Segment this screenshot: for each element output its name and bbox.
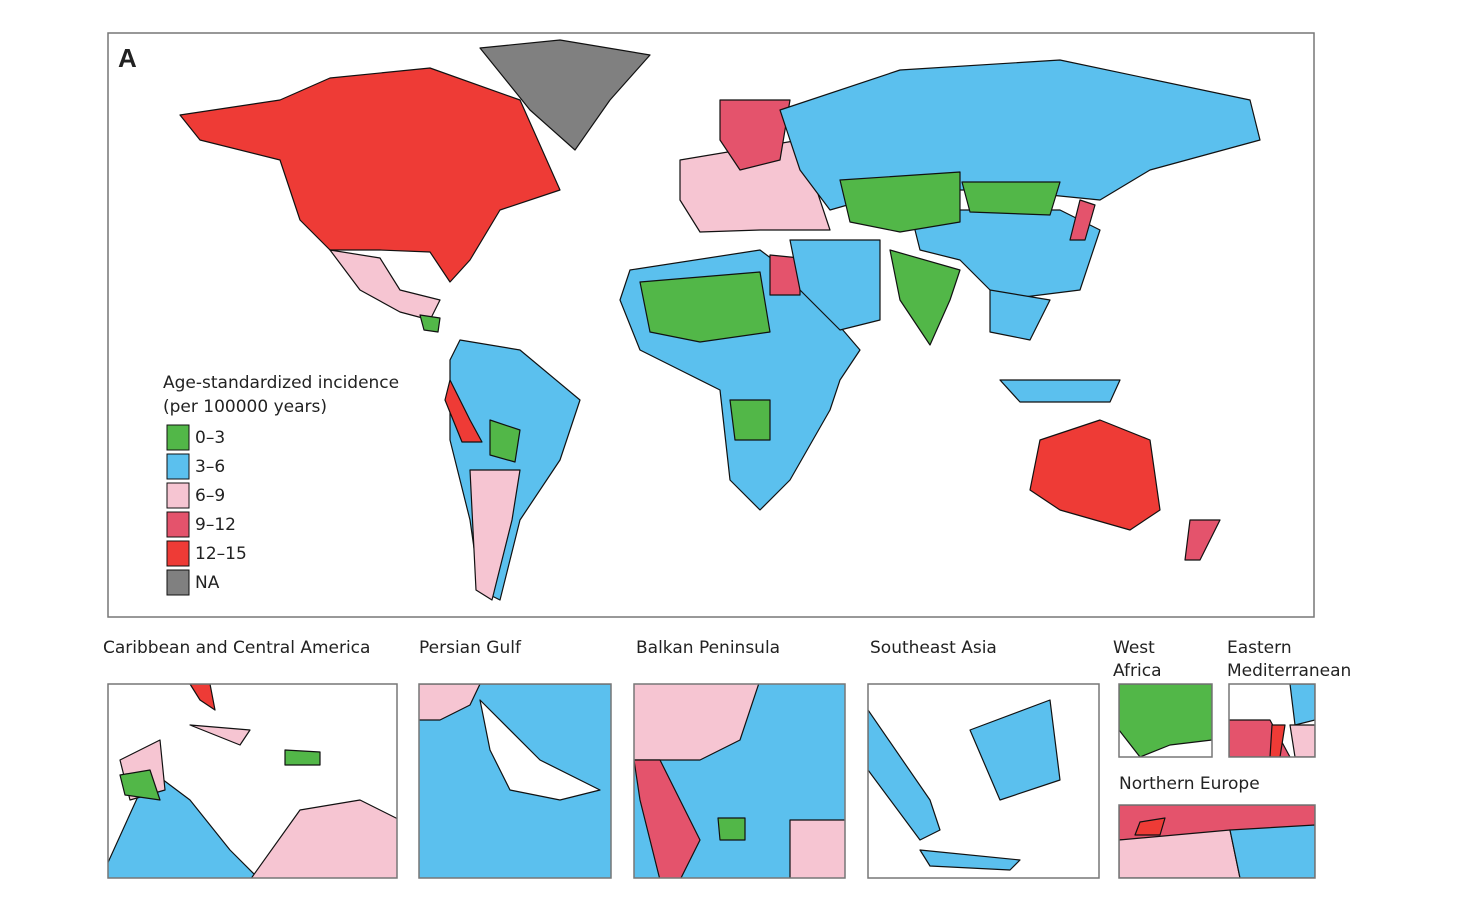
land — [1119, 829, 1241, 878]
peru — [444, 379, 483, 443]
land — [1289, 684, 1315, 726]
map-frame — [107, 32, 1315, 618]
scandinavia — [719, 99, 791, 171]
inset-title: West — [1113, 638, 1155, 658]
legend-label: 12–15 — [195, 544, 247, 564]
legend-title: (per 100000 years) — [163, 397, 327, 417]
land — [189, 724, 251, 746]
inset-map — [1119, 684, 1212, 757]
panel-label: A — [118, 43, 137, 73]
inset-map — [1229, 684, 1315, 757]
land — [1229, 824, 1315, 878]
land — [119, 769, 161, 801]
inset-map — [419, 684, 611, 878]
inset-title: Southeast Asia — [870, 638, 997, 658]
mexico — [329, 249, 441, 321]
land — [919, 849, 1021, 871]
inset-frame — [633, 683, 846, 879]
land — [634, 684, 760, 761]
land — [868, 709, 941, 841]
southeast-asia — [989, 289, 1051, 341]
inset-frame — [1118, 804, 1316, 879]
legend-title: Age-standardized incidence — [163, 373, 399, 393]
legend-swatch — [166, 569, 190, 596]
world-map: A Age-standardized incidence (per 100000 … — [107, 32, 1315, 618]
inset-title: Balkan Peninsula — [636, 638, 780, 658]
land — [284, 749, 321, 766]
inset-frame — [867, 683, 1100, 879]
inset-title: Caribbean and Central America — [103, 638, 370, 658]
land — [1289, 724, 1315, 757]
legend-label: 9–12 — [195, 515, 236, 535]
inset-map — [868, 699, 1061, 871]
mongolia — [961, 181, 1061, 216]
legend-label: NA — [195, 573, 220, 593]
indonesia — [999, 379, 1121, 403]
inset-map — [634, 684, 845, 878]
legend-swatch — [166, 482, 190, 509]
inset-frame — [1118, 683, 1213, 758]
land — [250, 799, 397, 878]
legend-swatch — [166, 424, 190, 451]
egypt — [769, 254, 801, 296]
legend-label: 0–3 — [195, 428, 225, 448]
greenland — [479, 39, 651, 151]
inset-map — [108, 684, 397, 878]
inset-title: Eastern — [1227, 638, 1292, 658]
legend-label: 6–9 — [195, 486, 225, 506]
inset-title: Africa — [1113, 661, 1162, 681]
land — [717, 817, 746, 841]
west-africa — [639, 271, 771, 343]
new-zealand — [1184, 519, 1221, 561]
central-asia — [839, 171, 961, 233]
inset-title: Northern Europe — [1119, 774, 1260, 794]
inset-frame — [107, 683, 398, 879]
japan — [1069, 199, 1096, 241]
legend-swatch — [166, 511, 190, 538]
land — [1269, 724, 1286, 757]
inset-map — [1119, 805, 1315, 878]
guatemala — [419, 314, 441, 333]
australia — [1029, 419, 1161, 531]
north-america — [179, 67, 561, 283]
inset-title: Persian Gulf — [419, 638, 522, 658]
china — [909, 209, 1101, 301]
land — [789, 819, 845, 878]
land — [189, 684, 216, 711]
insets — [107, 683, 1316, 879]
legend-swatch — [166, 540, 190, 567]
bolivia — [489, 419, 521, 463]
middle-east — [789, 239, 881, 331]
india — [889, 249, 961, 346]
land — [634, 759, 701, 878]
inset-frame — [1228, 683, 1316, 758]
land — [1134, 817, 1166, 836]
argentina — [469, 469, 521, 601]
angola — [729, 399, 771, 441]
water — [479, 699, 601, 801]
land — [419, 684, 481, 721]
land — [1119, 684, 1212, 757]
inset-title: Mediterranean — [1227, 661, 1351, 681]
russia — [779, 59, 1261, 211]
inset-frame — [418, 683, 612, 879]
legend-swatch — [166, 453, 190, 480]
land — [969, 699, 1061, 801]
legend: Age-standardized incidence (per 100000 ye… — [163, 373, 399, 596]
legend-label: 3–6 — [195, 457, 225, 477]
